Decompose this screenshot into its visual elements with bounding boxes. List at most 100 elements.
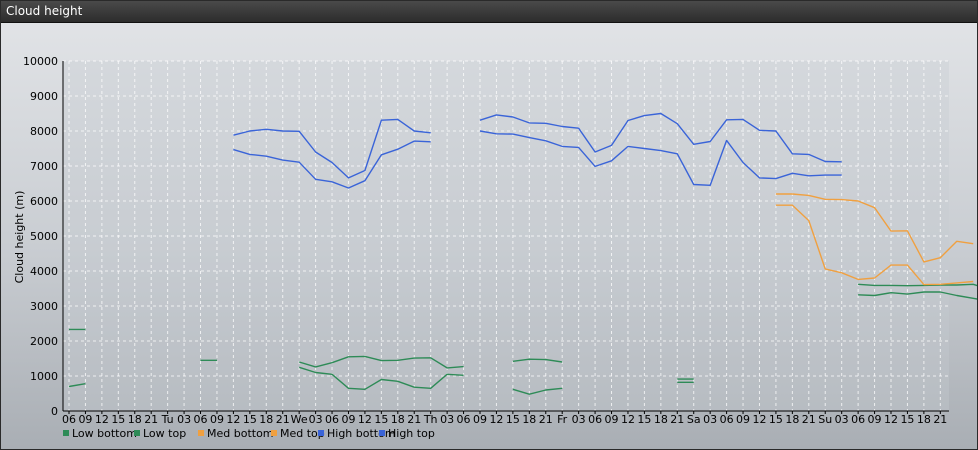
series-low-bottom [68,291,977,395]
line-segment-med-top [775,193,974,263]
y-tick-label: 2000 [30,335,58,348]
title-bar: Cloud height [1,1,977,23]
x-tick-label: Fr [557,413,568,426]
grid [63,60,949,411]
series-low-top [69,283,977,380]
x-tick-label: 09 [736,413,750,426]
x-tick-label: 03 [440,413,454,426]
y-axis-label: Cloud height (m) [13,191,26,284]
legend-label-low-bottom: Low bottom [72,427,137,440]
legend-swatch-med-bottom [198,430,204,436]
x-tick-label: 21 [539,413,553,426]
x-tick-label: 15 [769,413,783,426]
line-segment-high-bottom [479,130,842,187]
legend-label-med-bottom: Med bottom [207,427,274,440]
x-tick-label: 18 [785,413,799,426]
x-tick-label: 12 [621,413,635,426]
legend-label-low-top: Low top [143,427,186,440]
x-tick-label: 09 [210,413,224,426]
x-tick-label: Tu [161,413,174,426]
x-tick-label: 06 [720,413,734,426]
line-segment-high-bottom [233,140,431,189]
x-tick-label: 06 [325,413,339,426]
x-tick-label: Su [818,413,832,426]
x-tick-label: Th [423,413,438,426]
y-tick-label: 5000 [30,230,58,243]
line-segment-low-bottom [512,387,563,395]
x-tick-label: 21 [407,413,421,426]
y-axis-ticks: 0 1000 2000 3000 4000 5000 6000 7000 8000 9000 100… [23,55,58,418]
line-segment-low-top [298,355,464,369]
y-tick-label: 4000 [30,265,58,278]
x-tick-label: 03 [703,413,717,426]
axes [62,61,949,414]
line-segment-low-top [512,358,563,363]
x-tick-label: 15 [374,413,388,426]
x-tick-label: 12 [752,413,766,426]
legend-swatch-med-top [271,430,277,436]
line-segment-low-top [858,283,977,287]
x-tick-label: 15 [506,413,520,426]
y-tick-label: 6000 [30,195,58,208]
line-segment-med-bottom [775,204,974,286]
x-tick-label: 21 [144,413,158,426]
series-med-top [775,193,974,263]
series-lines [68,112,977,395]
x-tick-label: 06 [62,413,76,426]
y-tick-label: 7000 [30,160,58,173]
line-segment-low-bottom [298,366,464,390]
x-tick-label: 03 [835,413,849,426]
x-tick-label: 18 [259,413,273,426]
line-segment-low-bottom [68,383,86,388]
legend-swatch-low-top [134,430,140,436]
x-tick-label: 15 [111,413,125,426]
legend-swatch-low-bottom [63,430,69,436]
x-tick-label: 09 [78,413,92,426]
x-tick-label: 12 [95,413,109,426]
x-tick-label: 12 [226,413,240,426]
x-tick-label: 18 [654,413,668,426]
x-tick-label: 21 [276,413,290,426]
x-tick-label: 03 [177,413,191,426]
y-tick-label: 3000 [30,300,58,313]
x-tick-label: 21 [802,413,816,426]
legend-swatch-high-top [379,430,385,436]
legend: Low bottom Low top Med bottom Med top High b… [63,427,435,440]
x-tick-label: 18 [391,413,405,426]
x-tick-label: 09 [341,413,355,426]
x-tick-label: 18 [128,413,142,426]
x-tick-label: 09 [868,413,882,426]
x-tick-label: 09 [605,413,619,426]
x-tick-label: 06 [194,413,208,426]
x-tick-label: 15 [243,413,257,426]
x-tick-label: 09 [473,413,487,426]
x-tick-label: We [291,413,308,426]
line-segment-low-bottom [858,291,977,300]
x-axis-ticks: 06 09 12 15 18 21 Tu 03 06 09 12 15 18 21 We 03 06 09 12 15… [62,413,947,426]
x-tick-label: 15 [637,413,651,426]
legend-label-high-top: High top [388,427,435,440]
x-tick-label: 12 [358,413,372,426]
series-high-top [233,112,842,179]
x-tick-label: 06 [851,413,865,426]
line-segment-high-top [233,118,431,179]
legend-label-high-bottom: High bottom [327,427,396,440]
x-tick-label: 21 [933,413,947,426]
x-tick-label: 03 [572,413,586,426]
x-tick-label: 12 [884,413,898,426]
x-tick-label: 18 [522,413,536,426]
y-tick-label: 1000 [30,370,58,383]
x-tick-label: 06 [588,413,602,426]
x-tick-label: 06 [457,413,471,426]
x-tick-label: 21 [670,413,684,426]
x-tick-label: 12 [489,413,503,426]
series-med-bottom [775,204,974,286]
x-tick-label: Sa [687,413,701,426]
y-tick-label: 0 [51,405,58,418]
line-segment-high-top [479,112,842,163]
x-tick-label: 18 [917,413,931,426]
legend-swatch-high-bottom [318,430,324,436]
x-tick-label: 15 [900,413,914,426]
